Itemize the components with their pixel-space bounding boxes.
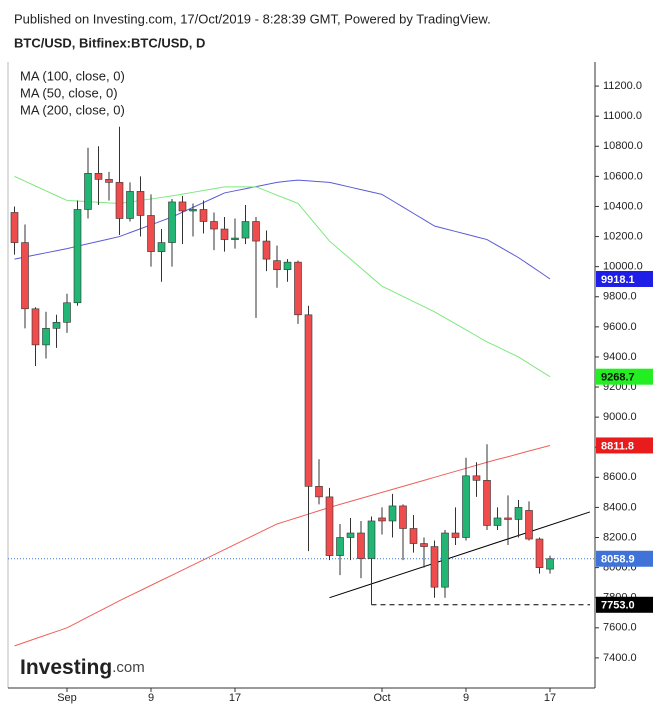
candle-body — [315, 486, 323, 498]
candle-body — [546, 558, 554, 570]
candle-body — [399, 505, 407, 529]
price-tag-label: 9268.7 — [601, 372, 635, 384]
y-tick-label: 9400.0 — [603, 351, 637, 363]
candle-body — [304, 314, 313, 487]
legend-entry: MA (100, close, 0) — [20, 68, 125, 83]
logo-suffix: .com — [112, 659, 145, 676]
y-tick-label: 10200.0 — [603, 230, 643, 242]
legend-entry: MA (200, close, 0) — [20, 102, 125, 117]
candle-body — [241, 221, 250, 239]
candle-body — [199, 209, 208, 222]
y-tick-label: 11000.0 — [603, 110, 642, 122]
price-tag — [596, 437, 653, 454]
candle-body — [420, 543, 428, 547]
header: Published on Investing.com, 17/Oct/2019 … — [14, 11, 491, 26]
candle-body — [105, 179, 113, 183]
candle-body — [147, 215, 155, 252]
candle-body — [451, 532, 460, 538]
y-tick-label: 8400.0 — [603, 501, 637, 513]
candle-body — [210, 221, 218, 230]
candle-body — [462, 475, 470, 538]
price-tag-label: 9918.1 — [601, 274, 635, 286]
y-tick-label: 7600.0 — [603, 622, 637, 634]
candle-body — [21, 242, 29, 310]
y-tick-label: 8200.0 — [603, 531, 637, 543]
candle-body — [525, 510, 533, 540]
candle-body — [273, 260, 281, 270]
candle-body — [252, 221, 260, 242]
x-tick-label: Oct — [373, 692, 390, 704]
candle-body — [483, 480, 491, 526]
candle-body — [357, 532, 365, 559]
candle-body — [178, 201, 187, 212]
ma-line — [14, 179, 551, 280]
x-tick-label: 17 — [544, 692, 556, 704]
logo-name: Investing — [20, 656, 112, 679]
y-tick-label: 10400.0 — [603, 200, 643, 212]
x-tick-label: 17 — [229, 692, 241, 704]
candle-body — [514, 507, 523, 520]
candle-body — [493, 517, 502, 526]
candle-body — [73, 209, 82, 304]
candle-body — [325, 496, 334, 556]
candle-body — [63, 302, 71, 323]
candle-body — [52, 322, 61, 329]
price-tag-label: 8811.8 — [601, 440, 634, 452]
candle-body — [262, 240, 271, 260]
candle-body — [231, 237, 239, 240]
price-tag — [596, 270, 653, 287]
candle-body — [441, 532, 449, 588]
price-tag-label: 8058.9 — [601, 554, 635, 566]
y-tick-label: 9600.0 — [603, 321, 637, 333]
chart-title: BTC/USD, Bitfinex:BTC/USD, D — [14, 35, 205, 50]
candle-body — [42, 328, 50, 346]
candle-body — [283, 261, 292, 270]
candle-body — [10, 212, 19, 243]
logo: Investing.com — [20, 656, 145, 679]
candle-body — [189, 209, 197, 212]
legend-entry: MA (50, close, 0) — [20, 85, 118, 100]
candle-body — [504, 517, 512, 520]
candle-body — [409, 528, 418, 544]
candle-body — [31, 308, 40, 346]
candle-body — [336, 537, 344, 556]
candle-body — [430, 546, 439, 588]
candle-body — [84, 173, 92, 210]
candle-body — [168, 201, 176, 243]
x-tick-label: Sep — [57, 692, 77, 704]
price-tag — [596, 550, 653, 567]
candle-body — [220, 228, 229, 240]
ma-line — [14, 444, 551, 647]
candle-body — [94, 173, 103, 180]
candle-body — [115, 182, 124, 219]
y-tick-label: 9800.0 — [603, 291, 637, 303]
ma-line — [14, 175, 551, 378]
y-tick-label: 8600.0 — [603, 471, 637, 483]
y-tick-label: 10600.0 — [603, 170, 643, 182]
x-tick-label: 9 — [463, 692, 469, 704]
candle-body — [378, 517, 386, 522]
price-tag — [596, 368, 653, 385]
candle-body — [472, 475, 481, 481]
candle-body — [535, 538, 544, 568]
trendline — [329, 511, 591, 599]
y-tick-label: 11200.0 — [603, 80, 642, 92]
x-tick-label: 9 — [148, 692, 154, 704]
price-tag-label: 7753.0 — [601, 600, 635, 612]
candle-body — [388, 505, 397, 522]
candle-body — [157, 242, 166, 252]
y-tick-label: 10000.0 — [603, 261, 643, 273]
candle-body — [126, 191, 134, 219]
y-tick-label: 9000.0 — [603, 411, 637, 423]
candle-body — [346, 532, 355, 538]
y-tick-label: 10800.0 — [603, 140, 643, 152]
candle-body — [136, 191, 145, 216]
price-tag — [596, 596, 653, 613]
candle-body — [294, 261, 302, 316]
y-tick-label: 7400.0 — [603, 652, 637, 664]
candle-body — [367, 520, 376, 559]
